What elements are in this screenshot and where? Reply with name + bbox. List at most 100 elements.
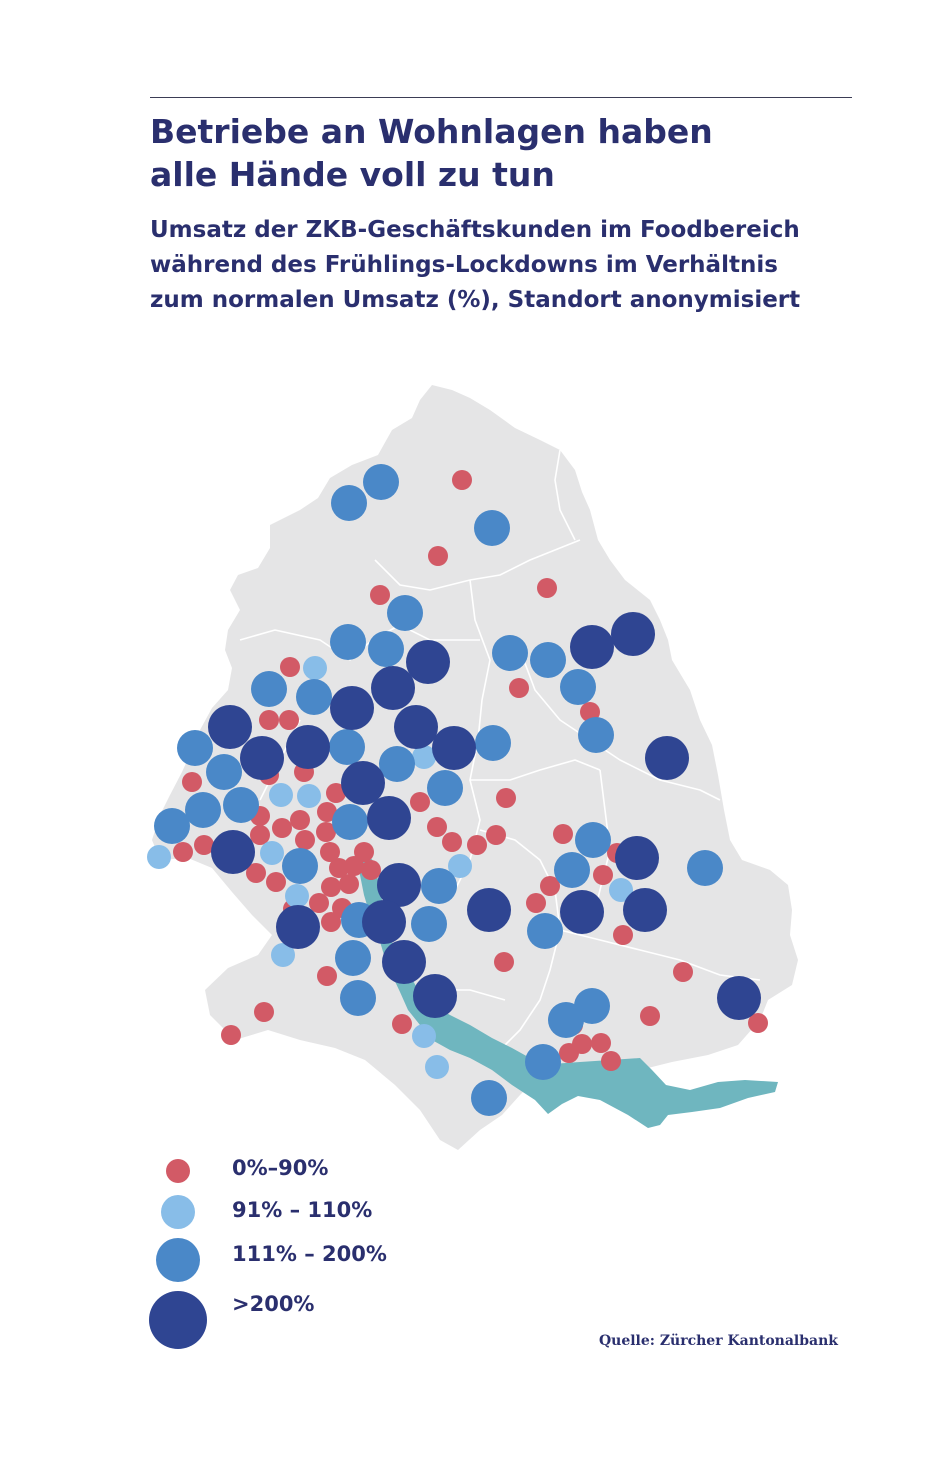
dot-0-90 bbox=[250, 825, 270, 845]
dot-0-90 bbox=[326, 783, 346, 803]
dot-111-200 bbox=[332, 804, 368, 840]
dot-over-200 bbox=[286, 725, 330, 769]
dot-111-200 bbox=[296, 679, 332, 715]
legend-swatch-over-200 bbox=[149, 1291, 207, 1349]
dot-0-90 bbox=[572, 1034, 592, 1054]
dot-111-200 bbox=[475, 725, 511, 761]
dot-111-200 bbox=[340, 980, 376, 1016]
dot-0-90 bbox=[540, 876, 560, 896]
dot-0-90 bbox=[279, 710, 299, 730]
dot-111-200 bbox=[223, 787, 259, 823]
dot-111-200 bbox=[530, 642, 566, 678]
dot-91-110 bbox=[269, 783, 293, 807]
legend-label-0-90: 0%–90% bbox=[232, 1156, 329, 1180]
dot-111-200 bbox=[387, 595, 423, 631]
dot-0-90 bbox=[295, 830, 315, 850]
dot-0-90 bbox=[370, 585, 390, 605]
dot-0-90 bbox=[593, 865, 613, 885]
dot-over-200 bbox=[211, 830, 255, 874]
dot-over-200 bbox=[432, 726, 476, 770]
legend-swatch-111-200 bbox=[156, 1238, 200, 1282]
dot-0-90 bbox=[591, 1033, 611, 1053]
dot-91-110 bbox=[609, 878, 633, 902]
dot-91-110 bbox=[425, 1055, 449, 1079]
dot-111-200 bbox=[525, 1044, 561, 1080]
dot-0-90 bbox=[428, 546, 448, 566]
dot-over-200 bbox=[560, 890, 604, 934]
legend-label-111-200: 111% – 200% bbox=[232, 1242, 387, 1266]
legend-label-over-200: >200% bbox=[232, 1292, 315, 1316]
dot-over-200 bbox=[377, 863, 421, 907]
inner-lobe-north bbox=[320, 500, 440, 600]
dot-91-110 bbox=[260, 841, 284, 865]
dot-0-90 bbox=[494, 952, 514, 972]
dot-91-110 bbox=[303, 656, 327, 680]
dot-0-90 bbox=[427, 817, 447, 837]
dot-111-200 bbox=[427, 770, 463, 806]
dot-0-90 bbox=[537, 578, 557, 598]
dot-111-200 bbox=[421, 868, 457, 904]
dot-111-200 bbox=[379, 746, 415, 782]
canton-shape bbox=[152, 385, 798, 1150]
dot-111-200 bbox=[411, 906, 447, 942]
dot-0-90 bbox=[486, 825, 506, 845]
chart-subtitle: Umsatz der ZKB-Geschäftskunden im Foodbe… bbox=[150, 217, 801, 313]
dot-0-90 bbox=[182, 772, 202, 792]
dot-over-200 bbox=[717, 976, 761, 1020]
dot-0-90 bbox=[272, 818, 292, 838]
chart-title: Betriebe an Wohnlagen haben alle Hände vo… bbox=[150, 112, 713, 194]
dot-0-90 bbox=[509, 678, 529, 698]
dot-over-200 bbox=[615, 836, 659, 880]
dot-0-90 bbox=[316, 822, 336, 842]
dot-0-90 bbox=[221, 1025, 241, 1045]
dot-over-200 bbox=[611, 612, 655, 656]
dot-0-90 bbox=[320, 842, 340, 862]
dot-over-200 bbox=[382, 940, 426, 984]
dot-111-200 bbox=[492, 635, 528, 671]
dot-0-90 bbox=[640, 1006, 660, 1026]
dot-0-90 bbox=[246, 863, 266, 883]
dot-0-90 bbox=[467, 835, 487, 855]
legend bbox=[149, 1159, 207, 1349]
dot-over-200 bbox=[570, 625, 614, 669]
dot-0-90 bbox=[748, 1013, 768, 1033]
dot-111-200 bbox=[368, 631, 404, 667]
dot-0-90 bbox=[290, 810, 310, 830]
dot-111-200 bbox=[363, 464, 399, 500]
dot-0-90 bbox=[361, 860, 381, 880]
dot-0-90 bbox=[321, 912, 341, 932]
dot-111-200 bbox=[154, 808, 190, 844]
dot-0-90 bbox=[309, 893, 329, 913]
dot-111-200 bbox=[548, 1002, 584, 1038]
dot-111-200 bbox=[687, 850, 723, 886]
legend-swatch-91-110 bbox=[161, 1195, 195, 1229]
dot-0-90 bbox=[317, 802, 337, 822]
dot-over-200 bbox=[341, 761, 385, 805]
dot-over-200 bbox=[276, 905, 320, 949]
dot-0-90 bbox=[317, 966, 337, 986]
dot-0-90 bbox=[321, 877, 341, 897]
dot-0-90 bbox=[613, 925, 633, 945]
dot-91-110 bbox=[448, 854, 472, 878]
dot-111-200 bbox=[185, 792, 221, 828]
dot-111-200 bbox=[527, 913, 563, 949]
legend-swatch-0-90 bbox=[166, 1159, 190, 1183]
dot-0-90 bbox=[266, 872, 286, 892]
dot-91-110 bbox=[297, 784, 321, 808]
dot-0-90 bbox=[580, 702, 600, 722]
dot-0-90 bbox=[526, 893, 546, 913]
dot-0-90 bbox=[173, 842, 193, 862]
dot-111-200 bbox=[471, 1080, 507, 1116]
dot-0-90 bbox=[496, 788, 516, 808]
dot-111-200 bbox=[177, 730, 213, 766]
dot-111-200 bbox=[330, 624, 366, 660]
dot-91-110 bbox=[412, 1024, 436, 1048]
dot-111-200 bbox=[251, 671, 287, 707]
dot-0-90 bbox=[344, 856, 364, 876]
dot-0-90 bbox=[280, 657, 300, 677]
dot-111-200 bbox=[554, 852, 590, 888]
dot-over-200 bbox=[362, 900, 406, 944]
dot-0-90 bbox=[339, 874, 359, 894]
dot-111-200 bbox=[331, 485, 367, 521]
dot-over-200 bbox=[413, 974, 457, 1018]
